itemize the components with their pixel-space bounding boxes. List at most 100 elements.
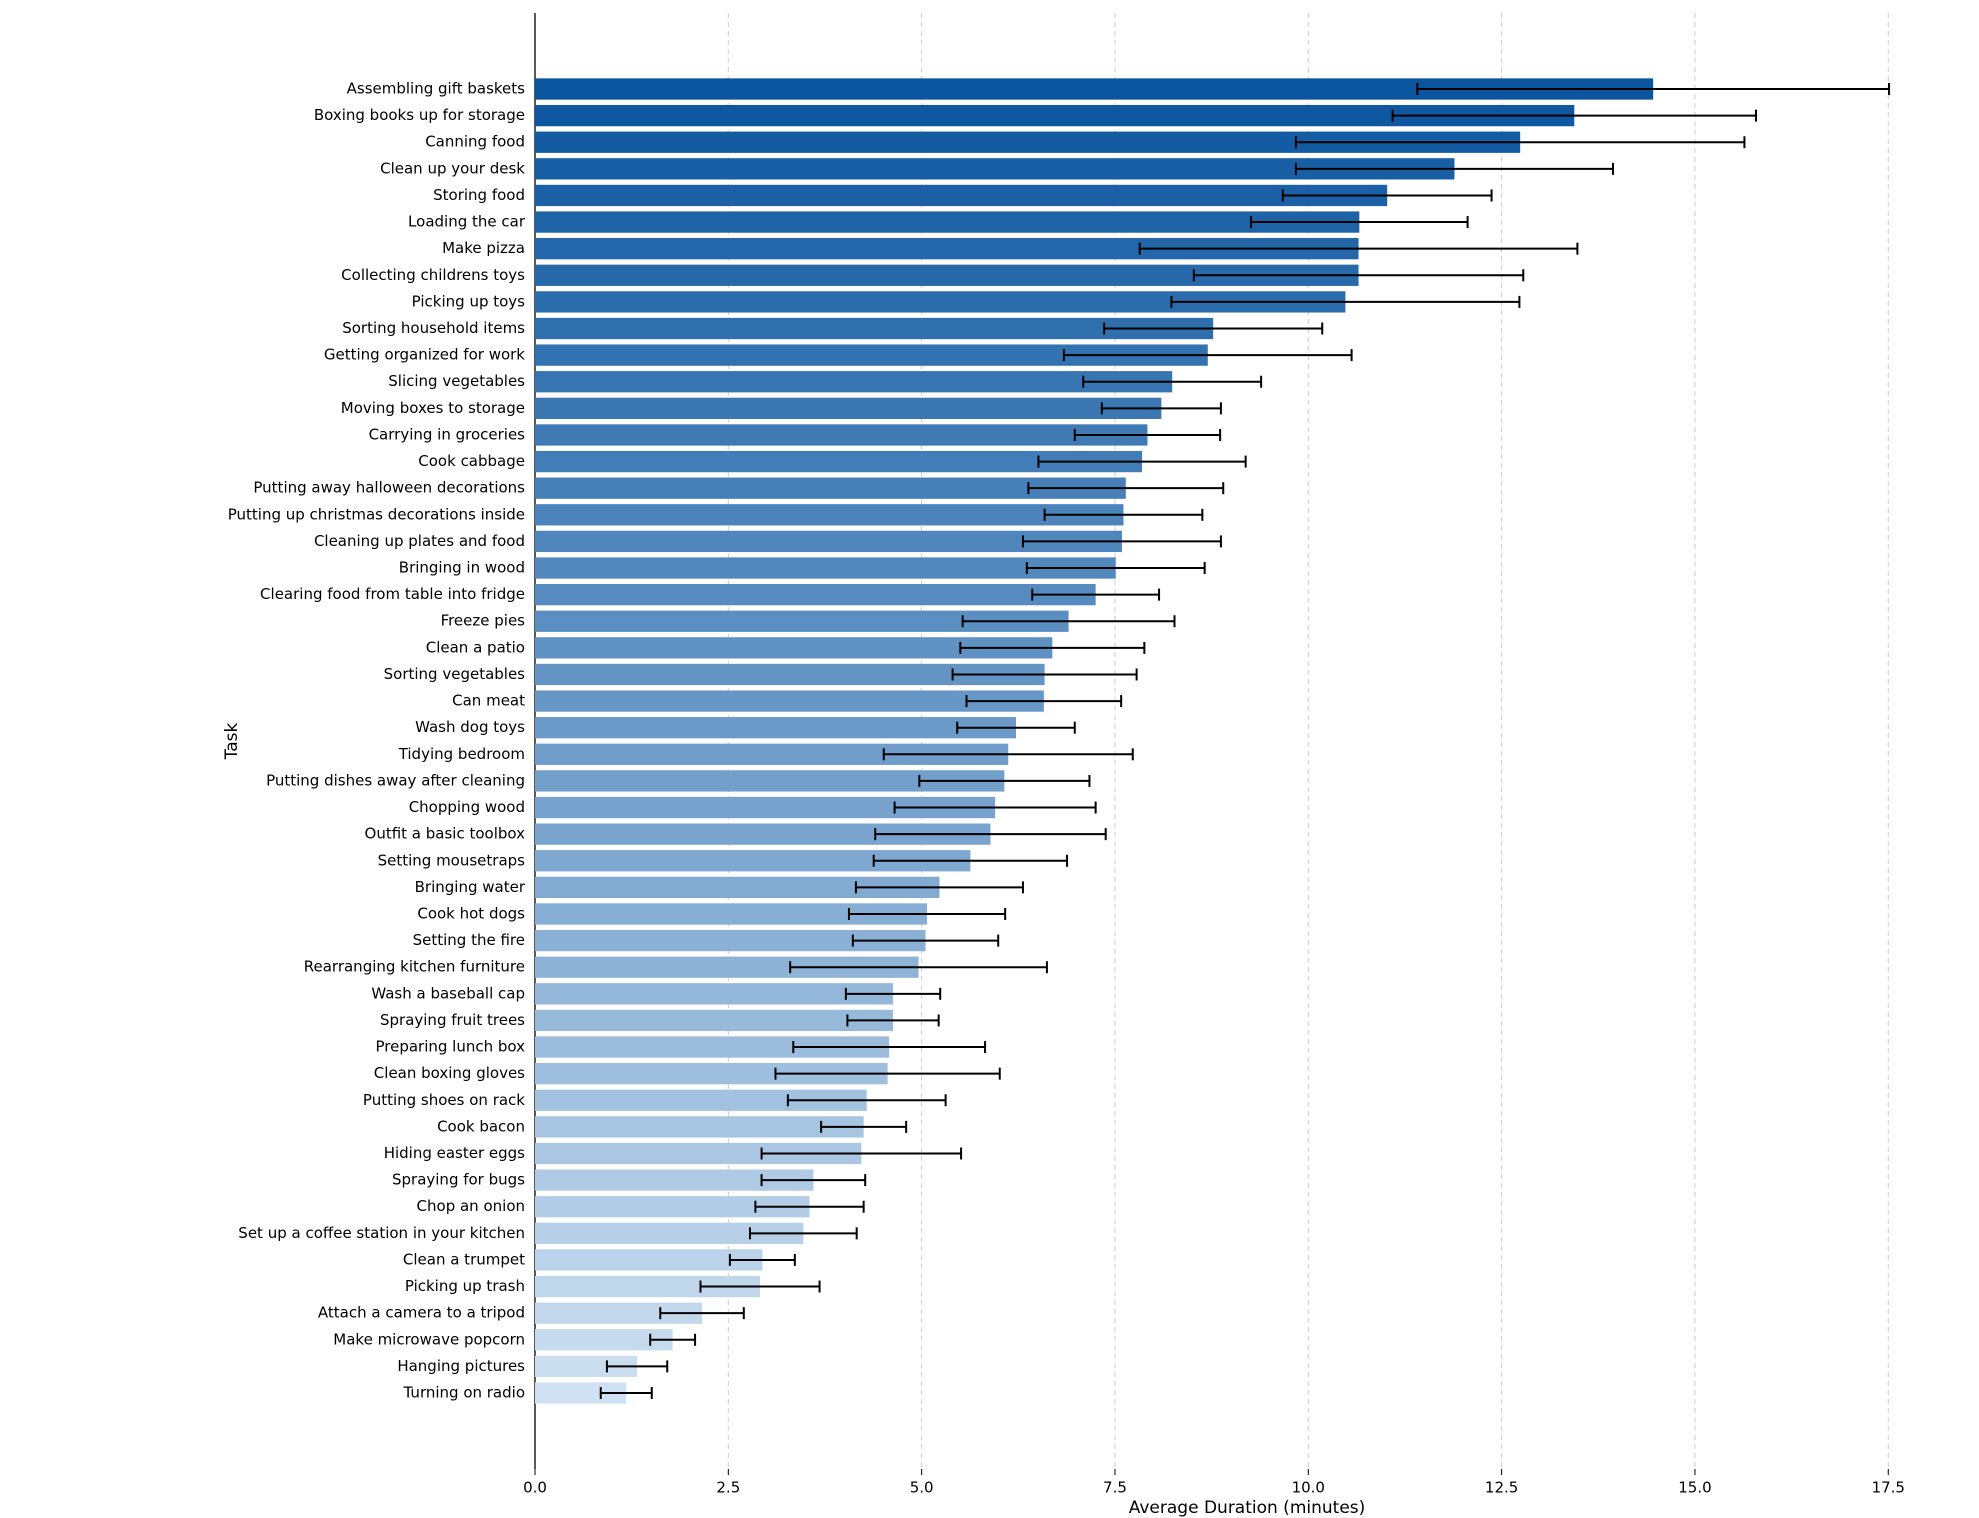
y-tick-label: Clean up your desk [380, 159, 525, 177]
error-bar [1025, 562, 1206, 575]
bar [535, 504, 1124, 526]
y-tick-label: Tidying bedroom [398, 745, 525, 763]
x-tick-label: 7.5 [1103, 1479, 1127, 1497]
error-bar [754, 1200, 865, 1213]
y-tick-label: Putting away halloween decorations [253, 479, 525, 497]
bar [535, 131, 1521, 153]
bar [535, 1249, 763, 1271]
bar [535, 371, 1173, 393]
y-axis-label: Task [222, 723, 242, 761]
y-tick-label: Loading the car [408, 213, 526, 231]
bar [535, 317, 1214, 340]
y-tick-label: Cook hot dogs [417, 904, 525, 922]
error-bar [872, 854, 1069, 867]
bar [535, 1222, 804, 1244]
bar [535, 1275, 761, 1298]
bar [535, 690, 1044, 712]
error-bar [1294, 136, 1746, 149]
error-bar [699, 1280, 821, 1293]
y-tick-label: Chop an onion [417, 1197, 525, 1215]
bar [535, 158, 1455, 180]
error-bar [893, 801, 1097, 814]
y-tick-label: Wash dog toys [415, 718, 525, 736]
bar [535, 450, 1143, 473]
y-tick-label: Hiding easter eggs [384, 1144, 525, 1162]
error-bar [1416, 83, 1891, 95]
x-tick-label: 5.0 [910, 1479, 934, 1497]
error-bar [1062, 349, 1353, 362]
error-bar [1031, 588, 1161, 601]
y-tick-label: Bringing water [415, 878, 526, 896]
error-bar [918, 774, 1091, 787]
error-bar [846, 1014, 940, 1027]
bar [535, 637, 1053, 659]
x-axis-label: Average Duration (minutes) [1129, 1498, 1366, 1518]
y-tick-label: Setting the fire [413, 931, 525, 949]
bar [535, 717, 1016, 739]
error-bar [1250, 216, 1469, 229]
y-tick-label: Putting shoes on rack [363, 1091, 525, 1109]
error-bar [599, 1387, 653, 1399]
bar [535, 983, 894, 1005]
bar [535, 1089, 867, 1111]
y-tick-label: Carrying in groceries [369, 425, 526, 443]
bar [535, 238, 1359, 260]
y-tick-label: Clean boxing gloves [374, 1064, 525, 1082]
y-tick-label: Picking up trash [405, 1277, 525, 1295]
error-bar [1103, 322, 1324, 335]
error-bar [774, 1067, 1001, 1080]
bar [535, 1169, 814, 1191]
bar [535, 663, 1045, 686]
bar [535, 1009, 894, 1032]
y-tick-label: Cook bacon [437, 1117, 525, 1135]
bar [535, 477, 1126, 499]
error-bar [659, 1307, 745, 1320]
error-bar [1073, 428, 1222, 441]
error-bar [874, 828, 1107, 841]
bar [535, 211, 1360, 233]
y-tick-label: Freeze pies [441, 612, 526, 630]
y-tick-label: Attach a camera to a tripod [318, 1304, 525, 1322]
x-tick-label: 12.5 [1485, 1479, 1518, 1497]
bar [535, 264, 1359, 286]
y-tick-label: Make pizza [442, 239, 525, 257]
y-tick-label: Spraying for bugs [392, 1171, 525, 1189]
y-tick-label: Clean a patio [426, 638, 525, 656]
y-tick-label: Preparing lunch box [375, 1038, 525, 1056]
bar [535, 770, 1005, 792]
error-bar [1138, 242, 1579, 255]
error-bar [844, 987, 942, 1000]
x-tick-label: 17.5 [1872, 1479, 1905, 1497]
y-tick-label: Cook cabbage [418, 452, 525, 470]
bar [535, 929, 926, 952]
y-tick-label: Cleaning up plates and food [314, 532, 525, 550]
bar [535, 583, 1096, 606]
y-tick-label: Sorting vegetables [384, 665, 526, 683]
error-bar [961, 615, 1176, 628]
bar [535, 610, 1069, 632]
error-bar [1294, 162, 1614, 175]
bar [535, 557, 1116, 579]
bar [535, 823, 991, 845]
error-bar [851, 934, 1000, 947]
bar [535, 424, 1148, 446]
error-bar [605, 1360, 669, 1373]
bar [535, 184, 1388, 207]
y-tick-label: Set up a coffee station in your kitchen [238, 1224, 525, 1242]
bar [535, 1196, 810, 1218]
error-bar [760, 1147, 963, 1160]
error-bar [847, 907, 1007, 920]
y-tick-label: Clearing food from table into fridge [260, 585, 525, 603]
bar [535, 78, 1654, 100]
error-bar [956, 721, 1076, 734]
bar [535, 530, 1122, 553]
bar [535, 1355, 638, 1378]
bar [535, 850, 971, 872]
y-tick-label: Chopping wood [409, 798, 525, 816]
error-bar [959, 641, 1146, 654]
bar [535, 1116, 864, 1138]
error-bar [882, 748, 1134, 761]
bar [535, 1329, 673, 1351]
y-tick-label: Collecting childrens toys [341, 266, 525, 284]
